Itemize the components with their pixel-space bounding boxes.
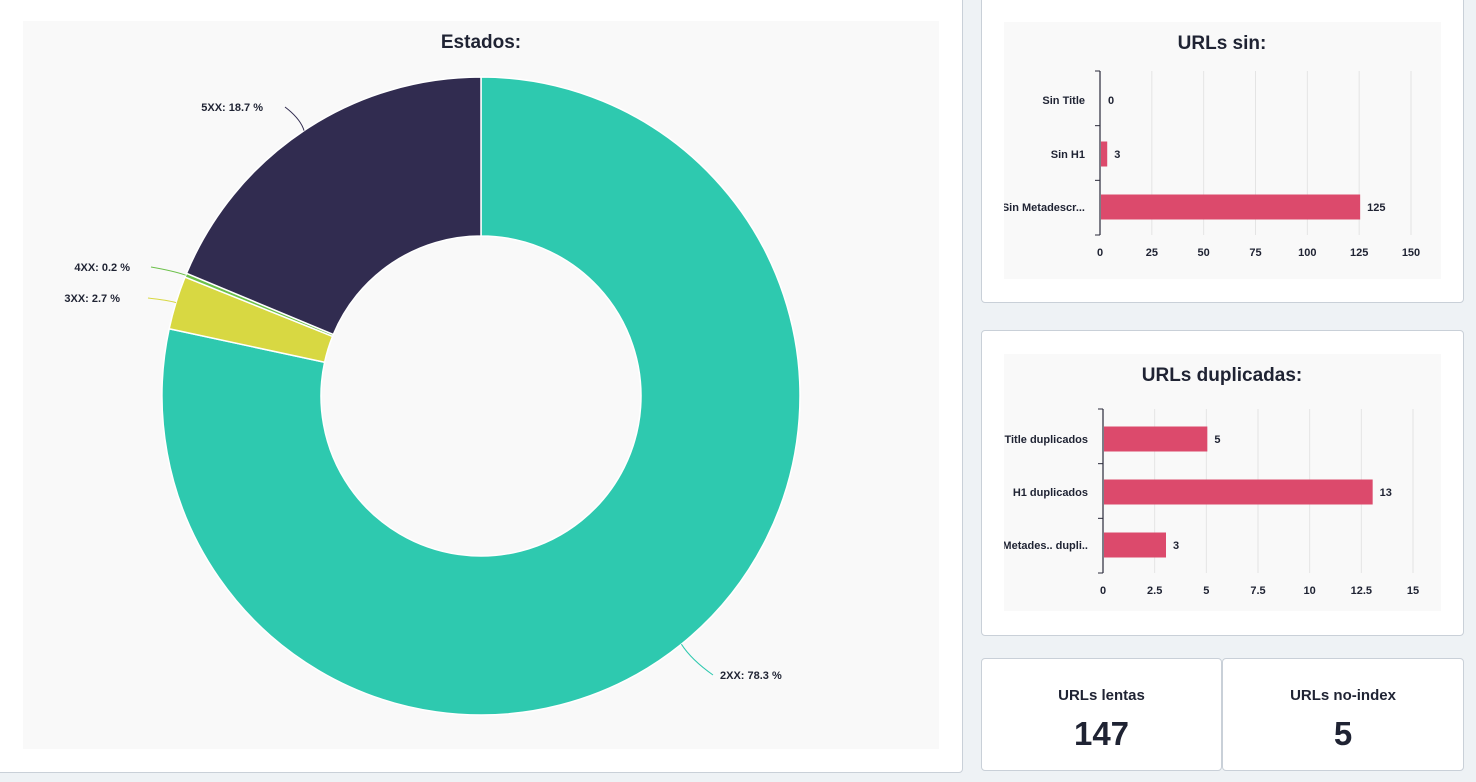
data-label-h1-duplicados: 13 [1380,487,1392,499]
x-tick-label: 0 [1097,247,1103,259]
bar-h1-duplicados[interactable] [1104,479,1373,505]
data-label-title-duplicados: 5 [1214,434,1220,446]
bar-title-duplicados[interactable] [1104,426,1208,452]
urls-noindex-label: URLs no-index [1290,687,1396,704]
donut-connector-4xx [150,266,186,276]
estados-card: Estados: 2XX: 78.3 % 3XX: 2.7 % 4XX: 0.2 %… [0,0,963,773]
x-tick-label: 125 [1350,247,1368,259]
estados-plot-area: Estados: 2XX: 78.3 % 3XX: 2.7 % 4XX: 0.2 %… [23,21,939,749]
urls-duplicadas-card: URLs duplicadas: Title duplicados 5 H1 dup… [981,330,1464,636]
category-label-title-duplicados: Title duplicados [1004,434,1088,446]
bar-sin-h1[interactable] [1101,141,1108,167]
urls-noindex-value: 5 [1333,715,1353,752]
x-tick-label: 75 [1249,247,1261,259]
urls-duplicadas-title: URLs duplicadas: [1142,365,1302,386]
x-tick-label: 12.5 [1351,585,1372,597]
x-tick-label: 10 [1304,585,1316,597]
donut-label-4xx: 4XX: 0.2 % [74,262,130,274]
x-tick-label: 50 [1198,247,1210,259]
category-label-sin-metadescr: Sin Metadescr... [1004,202,1085,214]
urls-sin-card: URLs sin: Sin Title 0 Sin H1 3 Sin Metadescr… [981,0,1464,303]
x-tick-label: 7.5 [1250,585,1265,597]
donut-label-3xx: 3XX: 2.7 % [64,293,120,305]
donut-slice-2xx[interactable] [161,76,801,716]
x-tick-label: 0 [1100,585,1106,597]
x-tick-label: 2.5 [1147,585,1162,597]
donut-label-5xx: 5XX: 18.7 % [201,102,263,114]
urls-sin-plot-area: URLs sin: Sin Title 0 Sin H1 3 Sin Metadescr… [1004,22,1441,279]
urls-lentas-value: 147 [1073,715,1130,752]
x-tick-label: 5 [1203,585,1209,597]
urls-lentas-card: URLs lentas 147 [981,658,1222,771]
estados-title: Estados: [441,32,521,53]
urls-duplicadas-plot-area: URLs duplicadas: Title duplicados 5 H1 dup… [1004,354,1441,611]
donut-slice-5xx[interactable] [185,76,482,336]
data-label-metades-dupli: 3 [1173,540,1179,552]
donut-connector-5xx [284,106,305,131]
urls-lentas-label: URLs lentas [1058,687,1145,704]
category-label-sin-h1: Sin H1 [1051,149,1085,161]
donut-connector-3xx [147,297,177,304]
x-tick-label: 25 [1146,247,1158,259]
category-label-h1-duplicados: H1 duplicados [1013,487,1088,499]
category-label-metades-dupli: Metades.. dupli.. [1004,540,1088,552]
x-tick-label: 100 [1298,247,1316,259]
estados-donut-chart: Estados: 2XX: 78.3 % 3XX: 2.7 % 4XX: 0.2 %… [64,32,801,716]
urls-sin-bar-chart: URLs sin: Sin Title 0 Sin H1 3 Sin Metadescr… [1004,33,1420,259]
urls-noindex-card: URLs no-index 5 [1222,658,1464,771]
category-label-sin-title: Sin Title [1042,95,1085,107]
bar-sin-metadescr[interactable] [1101,194,1361,220]
x-tick-label: 150 [1402,247,1420,259]
data-label-sin-title: 0 [1108,95,1114,107]
urls-duplicadas-bar-chart: URLs duplicadas: Title duplicados 5 H1 dup… [1004,365,1419,597]
x-tick-label: 15 [1407,585,1419,597]
urls-sin-title: URLs sin: [1178,33,1267,54]
donut-label-2xx: 2XX: 78.3 % [720,670,782,682]
data-label-sin-h1: 3 [1114,149,1120,161]
donut-connector-2xx [680,643,714,676]
data-label-sin-metadescr: 125 [1367,202,1385,214]
bar-metades-dupli[interactable] [1104,532,1166,558]
